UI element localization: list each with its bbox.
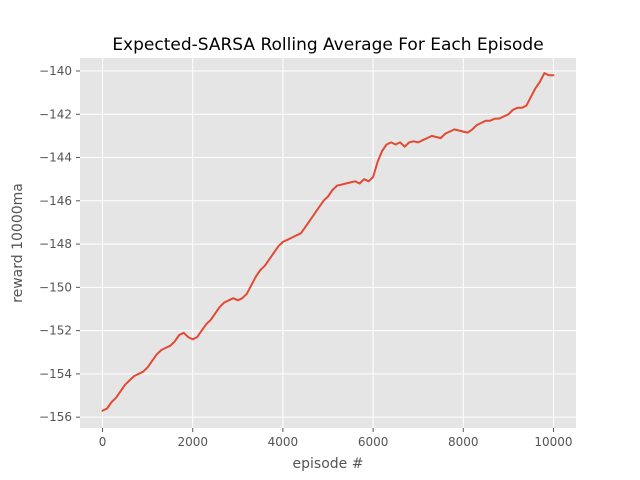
chart-title: Expected-SARSA Rolling Average For Each … [112, 35, 543, 55]
y-tick-label: −142 [39, 107, 72, 121]
x-tick-label: 10000 [534, 435, 572, 449]
x-tick-label: 6000 [358, 435, 389, 449]
series-layer [101, 72, 555, 412]
y-tick-label: −154 [39, 367, 72, 381]
y-axis-label: reward 10000ma [10, 183, 26, 303]
x-tick-label: 4000 [268, 435, 299, 449]
tick-labels: 0 2000 4000 6000 8000 10000 −156 −154 −152 −150 −1… [39, 64, 573, 449]
y-tick-label: −150 [39, 280, 72, 294]
plot-area [80, 58, 576, 428]
y-tick-label: −148 [39, 237, 72, 251]
x-axis-label: episode # [293, 456, 364, 472]
y-tick-label: −156 [39, 410, 72, 424]
y-tick-label: −144 [39, 151, 72, 165]
y-tick-label: −146 [39, 194, 72, 208]
x-tick-label: 8000 [448, 435, 479, 449]
y-tick-label: −140 [39, 64, 72, 78]
y-tick-label: −152 [39, 324, 72, 338]
series-line [101, 72, 555, 412]
x-tick-label: 2000 [177, 435, 208, 449]
x-tick-label: 0 [99, 435, 107, 449]
grid [80, 58, 576, 428]
